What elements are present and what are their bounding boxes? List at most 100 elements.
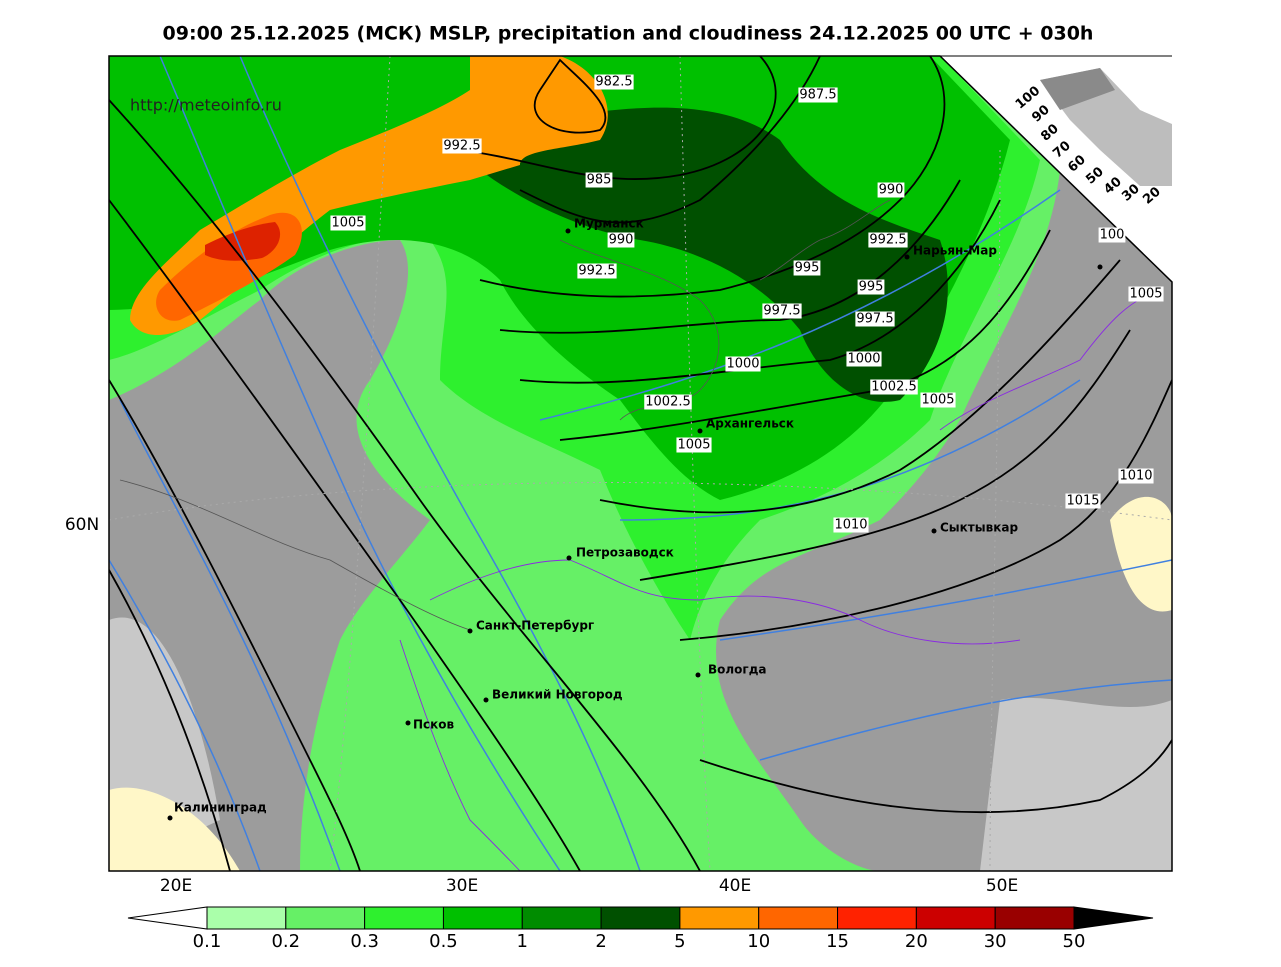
colorbar-box	[994, 906, 1075, 930]
colorbar-label: 5	[674, 931, 685, 952]
isobar-label-bg	[855, 311, 895, 327]
isobar-label: 1010	[1119, 469, 1152, 484]
colorbar-label: 30	[984, 931, 1007, 952]
inset-scale	[1040, 68, 1172, 186]
city-label: Нарьян-Мар	[913, 244, 997, 258]
isobar-label: 1005	[331, 216, 364, 231]
colorbar-box	[206, 906, 287, 930]
city-label: Петрозаводск	[576, 546, 674, 560]
isobar-label: 1005	[677, 438, 710, 453]
city-dot	[697, 428, 703, 434]
colorbar-label: 0.5	[429, 931, 458, 952]
inset-label: 90	[1029, 102, 1053, 125]
isobar-label-bg	[920, 392, 956, 408]
isobar-label: 992.5	[443, 139, 480, 154]
colorbar-over	[1073, 906, 1154, 930]
city-label: Вологда	[708, 663, 766, 677]
isobar-label: 1000	[726, 357, 759, 372]
city-dot	[1097, 264, 1103, 270]
isobar-label-bg	[833, 517, 869, 533]
isobar-label-bg	[442, 138, 482, 154]
city-dot	[566, 555, 572, 561]
isobar-label: 995	[859, 280, 884, 295]
isobar-label-bg	[725, 356, 761, 372]
isobar-label-bg	[762, 303, 802, 319]
isobar-label-bg	[1128, 286, 1164, 302]
inset-label: 20	[1140, 184, 1164, 207]
map-frame	[108, 55, 1173, 872]
isobar-label-bg	[594, 74, 634, 90]
isobar-label-bg	[868, 232, 908, 248]
graticule	[109, 56, 1172, 871]
isobar-label: 997.5	[856, 312, 893, 327]
colorbar-label: 1	[517, 931, 528, 952]
colorbar-label: 0.2	[271, 931, 300, 952]
isobar-label-bg	[644, 394, 692, 410]
city-dot	[695, 672, 701, 678]
isobar-label: 1010	[834, 518, 867, 533]
precip-red	[205, 222, 281, 261]
isobar-label: 1005	[921, 393, 954, 408]
isobar-label: 1000	[847, 352, 880, 367]
colorbar-box	[600, 906, 681, 930]
colorbar-label: 0.1	[193, 931, 222, 952]
isobar-label: 995	[795, 261, 820, 276]
isobar-label: 992.5	[869, 233, 906, 248]
isobar-label: 1005	[1129, 287, 1162, 302]
city-label: Псков	[413, 718, 455, 732]
city-label: Санкт-Петербург	[476, 619, 594, 633]
city-label: Калининград	[174, 801, 267, 815]
isobar-label-bg	[585, 172, 613, 188]
colorbar-box	[837, 906, 917, 930]
colorbar-box	[442, 906, 523, 930]
colorbar-box	[521, 906, 602, 930]
isobar-label-bg	[1098, 227, 1126, 243]
isobar-label: 100	[1100, 228, 1125, 243]
colorbar-label: 0.3	[350, 931, 379, 952]
city-dot	[565, 228, 571, 234]
source-url: http://meteoinfo.ru	[130, 96, 282, 115]
city-label: Архангельск	[706, 417, 794, 431]
city-dot	[405, 720, 411, 726]
isobar-label-bg	[877, 182, 905, 198]
colorbar-label: 50	[1063, 931, 1086, 952]
inset-label: 80	[1038, 121, 1062, 144]
city-label: Мурманск	[574, 217, 644, 231]
city-dot	[904, 254, 910, 260]
map	[109, 56, 1172, 871]
inset-label: 60	[1065, 152, 1089, 175]
isobar-label-bg	[870, 379, 918, 395]
isobar-label: 1015	[1066, 494, 1099, 509]
isobar-label-bg	[577, 263, 617, 279]
colorbar-box	[679, 906, 760, 930]
isobar-label: 987.5	[799, 88, 836, 103]
colorbar-label: 20	[905, 931, 928, 952]
colorbar-under	[127, 906, 208, 930]
isobars	[109, 56, 1172, 871]
isobar-label: 990	[879, 183, 904, 198]
title: 09:00 25.12.2025 (МСК) MSLP, precipitati…	[163, 23, 1094, 45]
lon-label: 40E	[719, 876, 751, 896]
city-dot	[931, 528, 937, 534]
isobar-label-bg	[857, 279, 885, 295]
isobar-label: 1002.5	[645, 395, 691, 410]
isobar-label-bg	[607, 232, 635, 248]
isobar-label-bg	[846, 351, 882, 367]
city-label: Великий Новгород	[492, 688, 623, 702]
colorbar-label: 2	[595, 931, 606, 952]
isobar-label-bg	[676, 437, 712, 453]
lat-label: 60N	[65, 515, 99, 535]
isobar-label: 982.5	[595, 75, 632, 90]
isobar-label-bg	[798, 87, 838, 103]
city-dot	[467, 628, 473, 634]
isotherms	[109, 56, 1172, 871]
cloud-light	[109, 617, 1172, 871]
isobar-label: 985	[587, 173, 612, 188]
colorbar-box	[915, 906, 996, 930]
colorbar-label: 15	[826, 931, 849, 952]
isobar-label-bg	[330, 215, 366, 231]
isobar-label: 1002.5	[871, 380, 917, 395]
inset-label: 70	[1050, 138, 1074, 161]
isobar-label-bg	[1118, 468, 1154, 484]
